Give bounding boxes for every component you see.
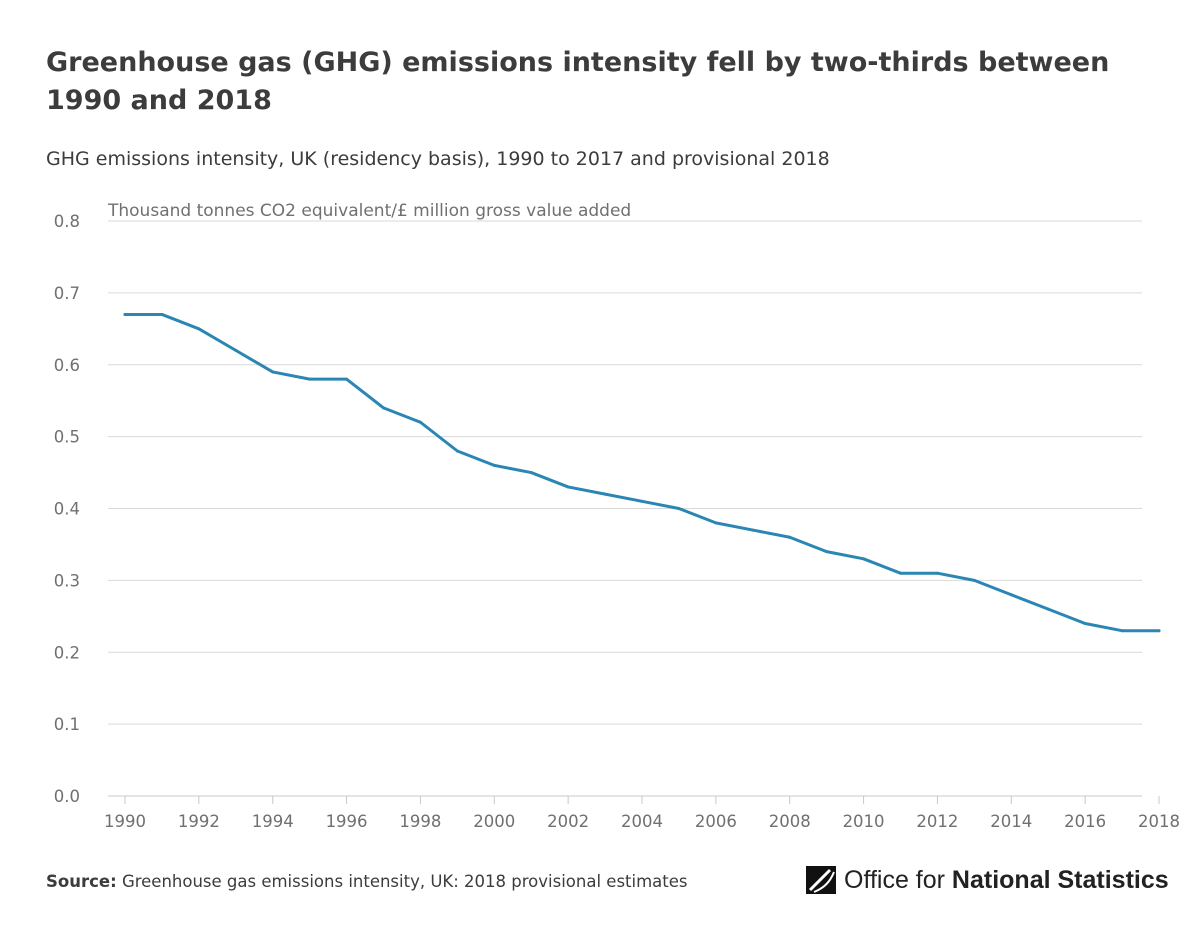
data-point <box>603 492 607 496</box>
y-tick-label: 0.7 <box>54 284 80 303</box>
data-point <box>566 485 570 489</box>
data-point <box>123 312 127 316</box>
data-point <box>160 312 164 316</box>
data-point <box>492 463 496 467</box>
data-point <box>677 507 681 510</box>
source-text: Greenhouse gas emissions intensity, UK: … <box>121 872 688 891</box>
x-tick-label: 2008 <box>769 812 811 831</box>
y-tick-label: 0.1 <box>54 715 80 734</box>
series-line <box>123 312 1161 633</box>
data-point <box>271 370 275 374</box>
source-note: Source: Greenhouse gas emissions intensi… <box>46 872 688 891</box>
x-tick-label: 1992 <box>178 812 220 831</box>
data-point <box>197 327 201 331</box>
x-tick-label: 2018 <box>1138 812 1180 831</box>
x-tick-label: 1998 <box>399 812 441 831</box>
y-tick-label: 0.5 <box>54 428 80 447</box>
data-point <box>640 499 644 503</box>
ons-logo[interactable]: Office for National Statistics <box>804 860 1169 900</box>
data-point <box>1083 622 1087 625</box>
data-point <box>714 521 718 525</box>
y-tick-label: 0.8 <box>54 212 80 231</box>
data-point <box>308 377 312 381</box>
chart-title: Greenhouse gas (GHG) emissions intensity… <box>46 47 1110 116</box>
x-tick-label: 1994 <box>252 812 294 831</box>
y-tick-label: 0.4 <box>54 500 80 519</box>
data-point <box>935 571 939 575</box>
data-point <box>825 550 829 554</box>
x-tick-label: 2010 <box>843 812 885 831</box>
x-tick-label: 2000 <box>473 812 515 831</box>
y-tick-label: 0.0 <box>54 787 80 806</box>
data-point <box>1009 593 1013 597</box>
y-tick-label: 0.6 <box>54 356 80 375</box>
logo-text: Office for National Statistics <box>844 866 1169 895</box>
logo-text-bold: National Statistics <box>951 865 1169 894</box>
data-point <box>1120 629 1124 633</box>
logo-text-light: Office for <box>844 865 952 894</box>
x-tick-label: 2016 <box>1064 812 1106 831</box>
y-tick-label: 0.3 <box>54 571 80 590</box>
data-point <box>972 578 976 582</box>
y-tick-label: 0.2 <box>54 643 80 662</box>
x-tick-label: 2002 <box>547 812 589 831</box>
data-point <box>234 348 238 352</box>
data-point <box>1157 629 1161 633</box>
source-label: Source: <box>46 872 117 891</box>
data-point <box>899 571 902 575</box>
y-axis-label: Thousand tonnes CO2 equivalent/£ million… <box>107 201 631 221</box>
line-chart: 0.0 0.1 0.2 0.3 0.4 0.5 0.6 0.7 0.8 1990 1992 1994 1… <box>54 201 1180 831</box>
ons-logo-icon <box>806 866 836 894</box>
x-tick-label: 1996 <box>326 812 368 831</box>
x-tick-label: 2012 <box>916 812 958 831</box>
x-tick-label: 2014 <box>990 812 1032 831</box>
data-point <box>418 420 422 424</box>
data-point <box>1046 607 1050 611</box>
data-point <box>529 471 533 475</box>
chart-subtitle: GHG emissions intensity, UK (residency b… <box>46 148 830 170</box>
data-point <box>345 377 349 381</box>
x-tick-label: 2004 <box>621 812 663 831</box>
data-point <box>455 449 459 453</box>
x-tick-label: 2006 <box>695 812 737 831</box>
data-point <box>788 535 792 539</box>
x-tick-label: 1990 <box>104 812 146 831</box>
data-point <box>382 406 385 410</box>
data-point <box>751 528 755 532</box>
data-point <box>862 557 866 561</box>
